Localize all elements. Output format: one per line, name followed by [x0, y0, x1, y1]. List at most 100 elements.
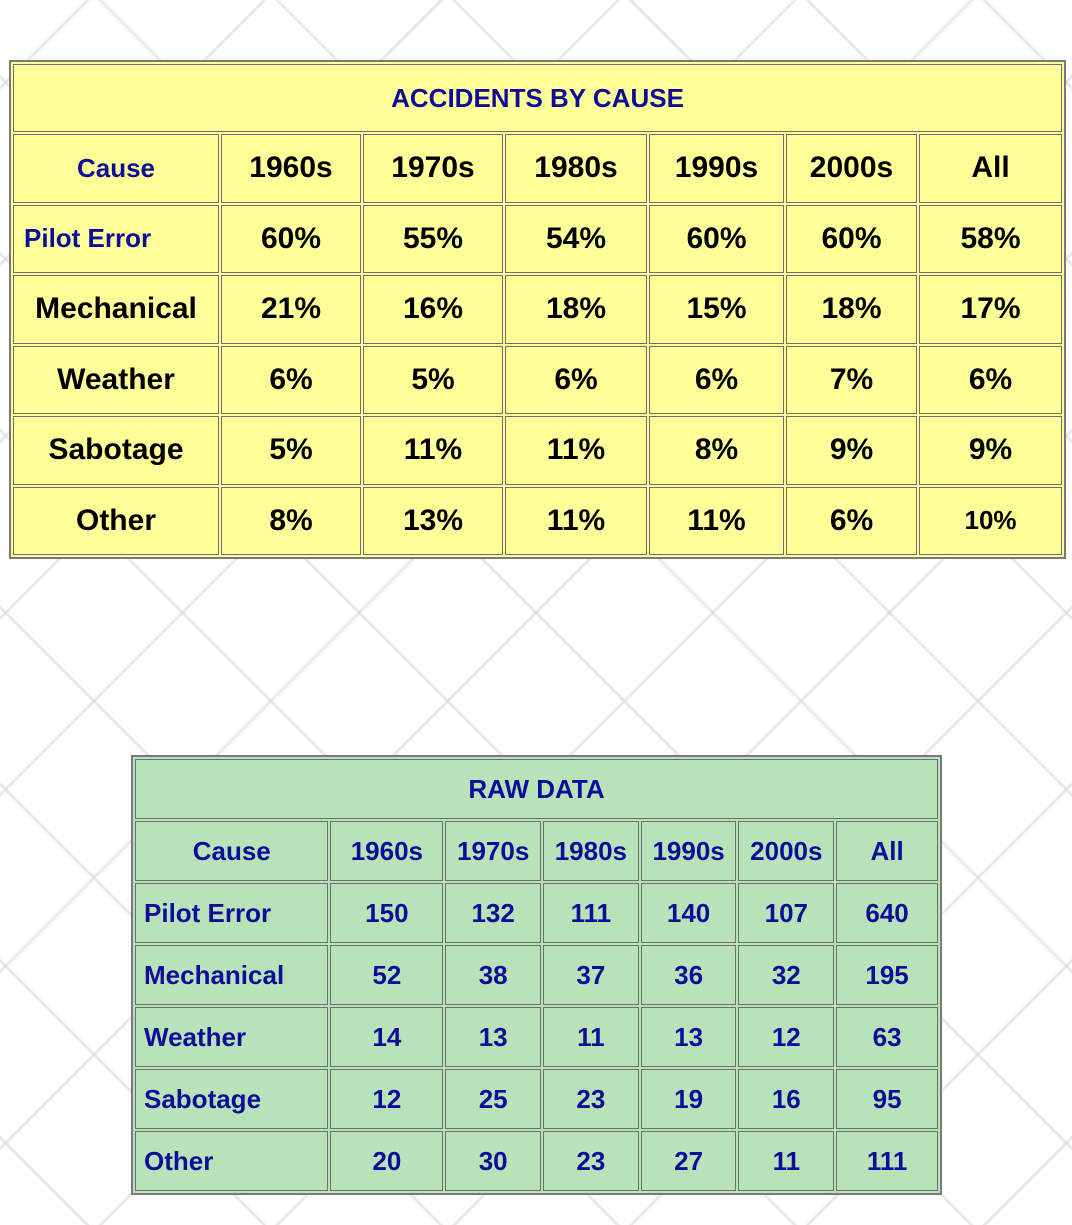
table-cell: 37 — [543, 945, 639, 1005]
table-cell: 11% — [505, 416, 647, 485]
row-label-pilot-error: Pilot Error — [135, 883, 329, 943]
table-cell: 60% — [786, 204, 917, 273]
table-cell: 9% — [786, 416, 917, 485]
table-cell: 195 — [836, 945, 938, 1005]
table-title-row: RAW DATA — [135, 759, 938, 819]
table-cell: 60% — [649, 204, 784, 273]
row-label-sabotage: Sabotage — [135, 1069, 329, 1129]
table-cell: 16 — [738, 1069, 835, 1129]
row-label-mechanical: Mechanical — [13, 275, 219, 344]
table-cell: 15% — [649, 275, 784, 344]
table-row: Mechanical 21% 16% 18% 15% 18% 17% — [13, 275, 1063, 344]
table-cell: 140 — [640, 883, 737, 943]
table-row: Other 20 30 23 27 11 111 — [135, 1131, 938, 1191]
table-cell: 6% — [786, 486, 917, 555]
row-label-sabotage: Sabotage — [13, 416, 219, 485]
column-header-1980s: 1980s — [543, 821, 639, 881]
table-row: Other 8% 13% 11% 11% 6% 10% — [13, 486, 1063, 555]
table-cell: 11 — [543, 1007, 639, 1067]
table-cell: 27 — [640, 1131, 737, 1191]
table-cell: 7% — [786, 345, 917, 414]
table-cell: 11% — [363, 416, 503, 485]
table-cell: 8% — [649, 416, 784, 485]
table-cell: 14 — [330, 1007, 444, 1067]
table-header-row: Cause 1960s 1970s 1980s 1990s 2000s All — [13, 134, 1063, 203]
table-cell: 25 — [445, 1069, 542, 1129]
table-cell: 13 — [640, 1007, 737, 1067]
table-cell: 55% — [363, 204, 503, 273]
table-title-row: ACCIDENTS BY CAUSE — [13, 64, 1063, 132]
table-cell: 150 — [330, 883, 444, 943]
table-cell: 54% — [505, 204, 647, 273]
table-cell: 6% — [221, 345, 361, 414]
column-header-1990s: 1990s — [640, 821, 737, 881]
table-header-row: Cause 1960s 1970s 1980s 1990s 2000s All — [135, 821, 938, 881]
table-row: Sabotage 12 25 23 19 16 95 — [135, 1069, 938, 1129]
table-cell: 5% — [363, 345, 503, 414]
row-label-other: Other — [135, 1131, 329, 1191]
row-label-pilot-error: Pilot Error — [13, 204, 219, 273]
table-cell: 16% — [363, 275, 503, 344]
table-cell: 8% — [221, 486, 361, 555]
table-cell: 18% — [786, 275, 917, 344]
column-header-all: All — [919, 134, 1063, 203]
column-header-1980s: 1980s — [505, 134, 647, 203]
accidents-by-cause-table: ACCIDENTS BY CAUSE Cause 1960s 1970s 198… — [9, 60, 1067, 559]
table-cell: 12 — [738, 1007, 835, 1067]
column-header-all: All — [836, 821, 938, 881]
row-label-weather: Weather — [13, 345, 219, 414]
column-header-2000s: 2000s — [786, 134, 917, 203]
row-label-other: Other — [13, 486, 219, 555]
table-cell: 10% — [919, 486, 1063, 555]
table-row: Pilot Error 150 132 111 140 107 640 — [135, 883, 938, 943]
column-header-1990s: 1990s — [649, 134, 784, 203]
column-header-1970s: 1970s — [363, 134, 503, 203]
table-cell: 6% — [919, 345, 1063, 414]
row-label-mechanical: Mechanical — [135, 945, 329, 1005]
table-cell: 11% — [505, 486, 647, 555]
table-title: RAW DATA — [135, 759, 938, 819]
table-row: Mechanical 52 38 37 36 32 195 — [135, 945, 938, 1005]
table-cell: 13% — [363, 486, 503, 555]
table-row: Weather 6% 5% 6% 6% 7% 6% — [13, 345, 1063, 414]
column-header-1970s: 1970s — [445, 821, 542, 881]
table-row: Pilot Error 60% 55% 54% 60% 60% 58% — [13, 204, 1063, 273]
column-header-cause: Cause — [135, 821, 329, 881]
column-header-1960s: 1960s — [330, 821, 444, 881]
table-cell: 132 — [445, 883, 542, 943]
table-cell: 111 — [836, 1131, 938, 1191]
row-label-weather: Weather — [135, 1007, 329, 1067]
table-cell: 17% — [919, 275, 1063, 344]
table-cell: 23 — [543, 1131, 639, 1191]
column-header-cause: Cause — [13, 134, 219, 203]
table-cell: 19 — [640, 1069, 737, 1129]
table-cell: 11 — [738, 1131, 835, 1191]
table-cell: 21% — [221, 275, 361, 344]
table-cell: 20 — [330, 1131, 444, 1191]
table-cell: 9% — [919, 416, 1063, 485]
table-cell: 30 — [445, 1131, 542, 1191]
table-cell: 12 — [330, 1069, 444, 1129]
table-cell: 6% — [649, 345, 784, 414]
table-cell: 95 — [836, 1069, 938, 1129]
column-header-1960s: 1960s — [221, 134, 361, 203]
table-cell: 18% — [505, 275, 647, 344]
table-cell: 13 — [445, 1007, 542, 1067]
table-cell: 6% — [505, 345, 647, 414]
column-header-2000s: 2000s — [738, 821, 835, 881]
table-title: ACCIDENTS BY CAUSE — [13, 64, 1063, 132]
table-cell: 36 — [640, 945, 737, 1005]
table-cell: 107 — [738, 883, 835, 943]
table-row: Sabotage 5% 11% 11% 8% 9% 9% — [13, 416, 1063, 485]
raw-data-table: RAW DATA Cause 1960s 1970s 1980s 1990s 2… — [131, 755, 942, 1195]
table-cell: 111 — [543, 883, 639, 943]
table-cell: 640 — [836, 883, 938, 943]
table-cell: 5% — [221, 416, 361, 485]
table-row: Weather 14 13 11 13 12 63 — [135, 1007, 938, 1067]
table-cell: 38 — [445, 945, 542, 1005]
table-cell: 23 — [543, 1069, 639, 1129]
table-cell: 11% — [649, 486, 784, 555]
table-cell: 60% — [221, 204, 361, 273]
table-cell: 58% — [919, 204, 1063, 273]
table-cell: 32 — [738, 945, 835, 1005]
